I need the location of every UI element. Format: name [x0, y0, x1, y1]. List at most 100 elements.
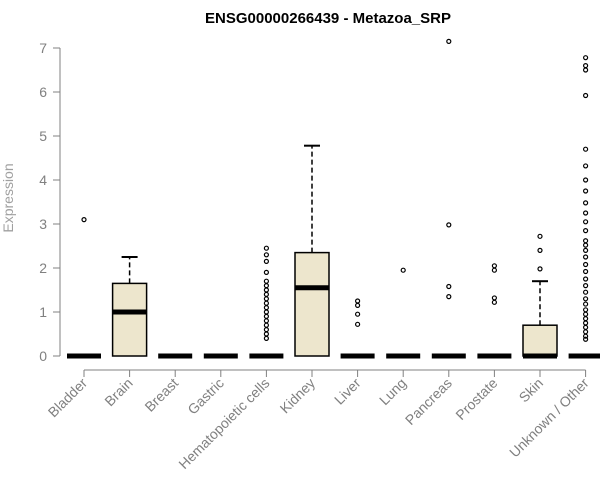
y-axis: 0 1 2 3 4 5 6 7 [39, 40, 61, 364]
outlier-point [582, 268, 589, 275]
outlier-point [537, 247, 543, 253]
y-tick-label: 7 [39, 40, 47, 56]
boxplot-brain [111, 256, 148, 357]
y-tick-label: 2 [39, 260, 47, 276]
outlier-point [582, 228, 589, 234]
outlier-point [582, 333, 589, 339]
outlier-point [491, 267, 497, 273]
outlier-point [537, 233, 543, 239]
outlier-point [491, 263, 497, 269]
y-tick-label: 0 [39, 348, 47, 364]
outlier-point [446, 283, 452, 290]
outlier-point [582, 55, 589, 61]
y-tick-label: 3 [39, 216, 47, 232]
outlier-point [446, 38, 452, 45]
boxplot-lung [386, 267, 421, 359]
boxplot-unknown-other [568, 55, 600, 359]
outlier-point [582, 276, 589, 282]
x-tick-label: Liver [331, 375, 364, 408]
y-tick-label: 5 [39, 128, 47, 144]
outlier-point [263, 258, 269, 264]
outlier-point [582, 62, 589, 69]
boxplot-hematopoietic-cells [249, 245, 284, 359]
outlier-point [263, 278, 269, 284]
y-tick-label: 6 [39, 84, 47, 100]
outlier-point [81, 217, 87, 223]
outlier-point [582, 219, 589, 225]
outlier-point [491, 299, 497, 305]
y-tick-label: 1 [39, 304, 47, 320]
outlier-point [582, 320, 589, 326]
outlier-point [582, 92, 589, 99]
outlier-point [263, 331, 269, 337]
outlier-point [582, 307, 589, 313]
outlier-point [446, 294, 452, 300]
x-tick-label: Bladder [45, 375, 91, 421]
outlier-point [263, 300, 269, 306]
boxplot-skin [522, 233, 558, 359]
outlier-point [263, 305, 269, 311]
x-tick-label: Gastric [184, 375, 227, 418]
x-tick-label: Pancreas [402, 375, 455, 428]
outlier-point [582, 336, 589, 342]
outlier-point [263, 291, 269, 297]
outlier-point [355, 298, 361, 304]
outlier-point [263, 269, 269, 275]
outlier-point [582, 247, 589, 253]
box [522, 324, 558, 357]
x-tick-label: Prostate [452, 375, 500, 423]
outlier-point [263, 322, 269, 328]
outlier-point [446, 222, 452, 228]
x-tick-label: Breast [141, 375, 181, 415]
outlier-point [582, 329, 589, 335]
outlier-point [582, 261, 589, 268]
outlier-point [582, 254, 589, 260]
boxplot-bladder [67, 217, 101, 359]
outlier-point [263, 327, 269, 333]
outlier-point [582, 283, 589, 289]
outlier-point [355, 302, 361, 308]
outlier-point [582, 289, 589, 295]
outlier-point [263, 252, 269, 258]
y-tick-label: 4 [39, 172, 47, 188]
y-axis-label: Expression [0, 163, 16, 232]
outlier-point [582, 242, 589, 248]
outlier-point [263, 313, 269, 319]
outlier-point [263, 287, 269, 293]
outlier-point [582, 316, 589, 322]
x-tick-label: Lung [376, 375, 409, 408]
outlier-point [355, 311, 361, 317]
boxplots [67, 38, 600, 359]
boxplot-prostate [477, 263, 512, 359]
outlier-point [582, 210, 589, 216]
outlier-point [263, 296, 269, 302]
outlier-point [582, 200, 589, 206]
boxplot-kidney [294, 144, 330, 357]
outlier-point [582, 238, 589, 244]
outlier-point [263, 245, 269, 251]
outlier-point [491, 295, 497, 301]
outlier-point [582, 146, 589, 152]
boxplot-pancreas [431, 38, 466, 359]
outlier-point [582, 301, 589, 307]
outlier-point [263, 318, 269, 324]
outlier-point [400, 267, 406, 273]
outlier-point [582, 296, 589, 302]
x-tick-label: Hematopoietic cells [175, 375, 272, 472]
outlier-point [582, 188, 589, 194]
outlier-point [582, 163, 589, 169]
x-tick-label: Unknown / Other [506, 375, 592, 461]
outlier-point [582, 67, 589, 73]
x-tick-label: Kidney [277, 375, 319, 417]
box [294, 251, 330, 357]
outlier-point [582, 311, 589, 317]
outlier-point [263, 283, 269, 289]
outlier-point [537, 266, 543, 272]
outlier-point [582, 324, 589, 330]
chart-title: ENSG00000266439 - Metazoa_SRP [205, 10, 451, 27]
boxplot-liver [340, 298, 375, 359]
box [111, 282, 148, 357]
outlier-point [263, 309, 269, 315]
